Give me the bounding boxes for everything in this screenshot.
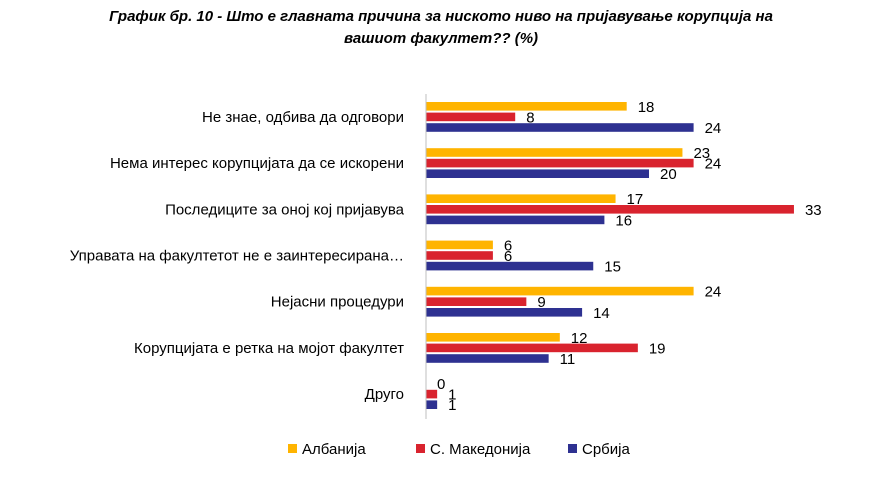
value-label: 23 [693,145,710,162]
value-label: 1 [448,387,456,404]
value-label: 24 [705,120,722,137]
value-label: 6 [504,237,512,254]
value-label: 11 [560,351,576,368]
chart-title-line2: вашиот факултет?? (%) [343,30,539,47]
value-label: 17 [627,191,644,208]
value-label: 19 [649,340,666,357]
bar-Албанија [426,286,694,296]
bar-Србија [426,169,649,178]
chart-title: График бр. 10 - Што е главната причина з… [0,6,882,50]
category-label: Друго [365,386,404,403]
bar-С. Македонија [426,343,638,353]
bar-С. Македонија [426,205,794,214]
bar-С. Македонија [426,158,694,168]
bar-Србија [426,123,694,132]
chart-title-line1: График бр. 10 - Што е главната причина з… [109,8,773,25]
value-label: 16 [615,212,632,229]
bar-Србија [426,261,594,271]
legend: Албанија С. Македонија Србија [288,441,630,458]
bar-Албанија [426,333,560,342]
category-label: Последиците за оној кој пријавува [165,201,405,218]
value-label: 9 [537,294,545,311]
bar-Албанија [426,240,493,250]
value-label: 24 [705,284,722,301]
value-label: 8 [526,109,534,126]
value-label: 6 [504,248,512,265]
bar-Албанија [426,148,683,157]
legend-swatch-С. Македонија [416,444,425,453]
value-label: 15 [604,259,621,276]
value-label: 24 [705,156,722,173]
bar-Србија [426,215,605,225]
value-label: 0 [437,376,445,393]
legend-label: С. Македонија [430,441,531,458]
legend-label: Србија [582,441,630,458]
value-label: 12 [571,330,588,347]
category-label: Не знае, одбива да одговори [202,109,404,126]
plot-area: Не знае, одбива да одговори 18 8 24 Нема инт… [70,94,822,419]
legend-swatch-Србија [568,444,577,453]
value-label: 1 [448,397,456,414]
bar-С. Македонија [426,297,527,306]
legend-swatch-Албанија [288,444,297,453]
bar-Србија [426,354,549,363]
bar-Албанија [426,194,616,203]
category-label: Корупцијата е ретка на мојот факултет [134,340,404,357]
value-label: 20 [660,166,677,183]
category-label: Нема интерес корупцијата да се искорени [110,155,404,172]
category-label: Управата на факултетот не е заинтересира… [70,248,404,265]
bar-Албанија [426,102,627,111]
bar-С. Македонија [426,251,493,260]
value-label: 14 [593,305,610,322]
bar-Србија [426,308,583,317]
category-label: Нејасни процедури [271,294,404,311]
value-label: 33 [805,202,822,219]
value-label: 18 [638,99,655,116]
bar-С. Македонија [426,389,438,399]
bar-С. Македонија [426,112,516,122]
legend-label: Албанија [302,441,366,458]
bar-Србија [426,400,438,409]
